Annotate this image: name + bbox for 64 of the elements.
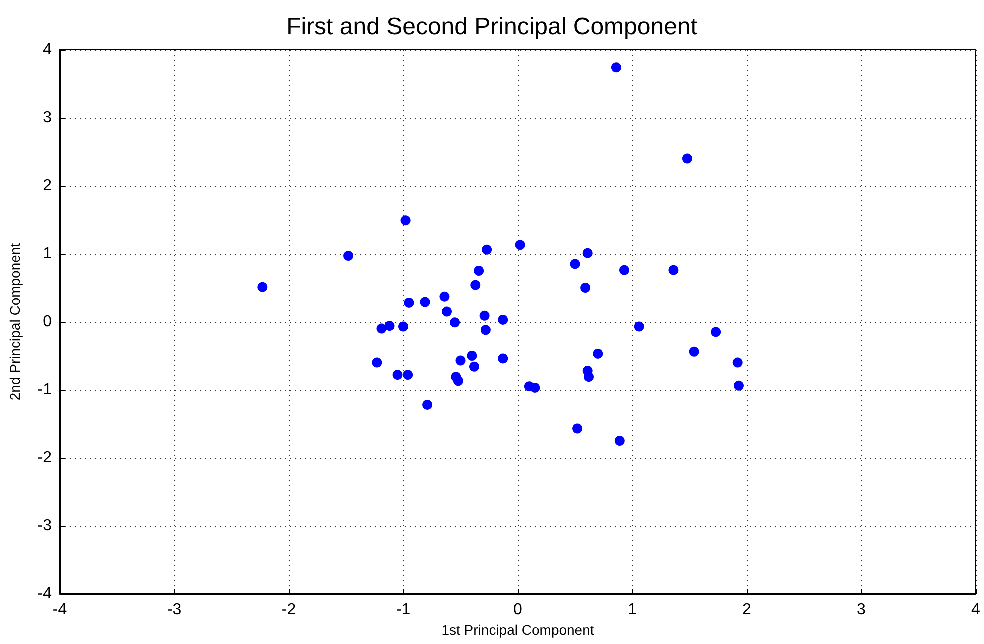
x-tick-label: -3	[167, 602, 182, 618]
y-axis-title: 2nd Principal Component	[7, 243, 23, 401]
point	[482, 244, 492, 255]
x-tick-label: 2	[742, 602, 752, 618]
point	[450, 318, 460, 328]
point	[470, 362, 480, 372]
point	[392, 370, 403, 380]
x-tick-label: -2	[282, 602, 296, 618]
point	[682, 154, 692, 164]
point	[593, 348, 604, 359]
point	[404, 298, 414, 308]
point	[584, 372, 594, 382]
y-tick-label: 2	[43, 178, 52, 194]
y-tick-label: 0	[43, 314, 52, 330]
point	[530, 382, 540, 393]
x-tick-label: 4	[972, 602, 981, 618]
y-tick-label: -1	[38, 382, 52, 398]
point	[580, 283, 591, 293]
point	[400, 216, 411, 226]
point	[689, 346, 700, 357]
point	[384, 321, 395, 332]
x-tick-label: -1	[396, 602, 411, 618]
y-tick-label: 3	[43, 110, 52, 126]
point	[398, 322, 408, 332]
point	[442, 306, 452, 317]
point	[420, 297, 430, 308]
point	[258, 282, 268, 292]
point	[344, 251, 354, 262]
point	[732, 358, 743, 368]
point	[711, 327, 722, 338]
y-tick-label: 4	[43, 42, 52, 58]
point	[470, 280, 481, 290]
point	[734, 380, 744, 391]
y-tick-label: -3	[38, 518, 52, 534]
point	[440, 292, 450, 302]
point	[614, 436, 625, 446]
point	[456, 356, 466, 366]
point	[403, 370, 414, 380]
y-tick-label: -2	[38, 450, 52, 466]
y-tick-label: -4	[38, 586, 52, 602]
point	[634, 322, 644, 332]
point	[376, 324, 387, 334]
point	[453, 376, 464, 386]
x-tick-label: 1	[628, 602, 638, 618]
point	[572, 424, 583, 434]
point	[467, 351, 478, 361]
point	[498, 354, 508, 364]
x-tick-label: 3	[857, 602, 866, 618]
point	[498, 314, 508, 325]
point	[611, 62, 622, 73]
point	[422, 400, 433, 410]
point	[619, 265, 630, 276]
point	[480, 310, 490, 321]
x-axis-title: 1st Principal Component	[442, 622, 594, 638]
x-tick-label: 0	[514, 602, 523, 618]
point	[570, 259, 580, 270]
point	[515, 240, 526, 250]
chart-title: First and Second Principal Component	[286, 14, 698, 40]
point	[474, 266, 484, 276]
point	[372, 358, 382, 368]
point	[668, 265, 679, 276]
point	[480, 325, 491, 336]
y-tick-label: 1	[43, 246, 52, 262]
point	[582, 248, 593, 258]
